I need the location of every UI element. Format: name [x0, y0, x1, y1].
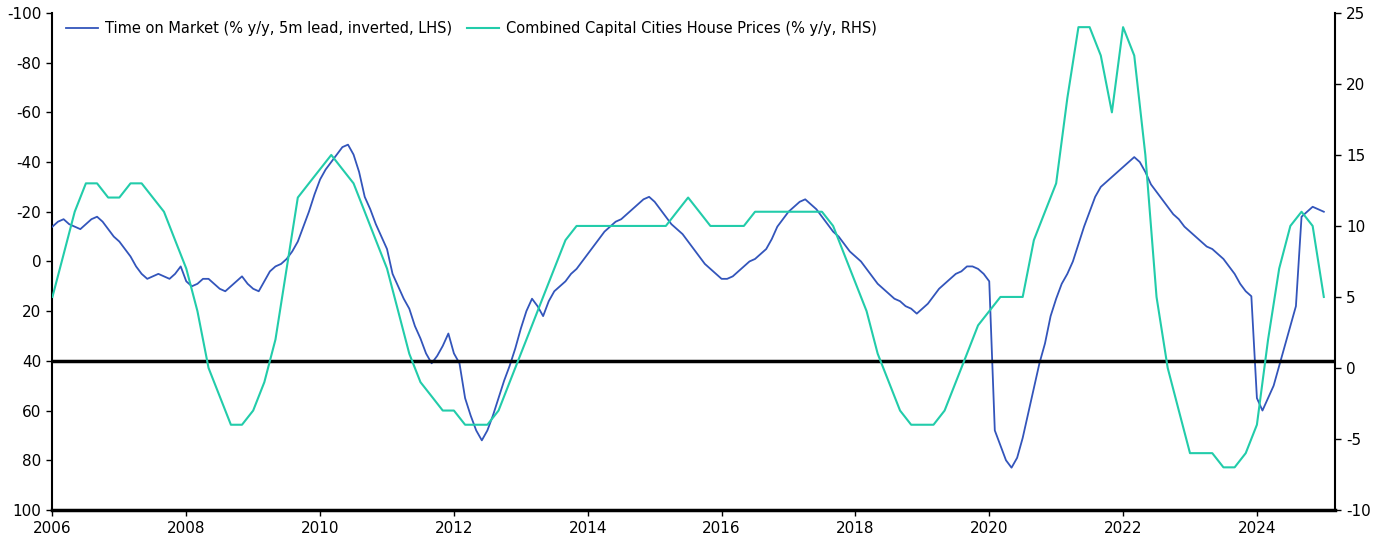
- Time on Market (% y/y, 5m lead, inverted, LHS): [44, 223, 61, 230]
- Time on Market (% y/y, 5m lead, inverted, LHS): [1316, 209, 1333, 215]
- Line: Time on Market (% y/y, 5m lead, inverted, LHS): Time on Market (% y/y, 5m lead, inverted…: [52, 144, 1324, 468]
- Time on Market (% y/y, 5m lead, inverted, LHS): [1003, 464, 1020, 471]
- Combined Capital Cities House Prices (% y/y, RHS): [813, 209, 830, 215]
- Line: Combined Capital Cities House Prices (% y/y, RHS): Combined Capital Cities House Prices (% …: [52, 27, 1324, 468]
- Time on Market (% y/y, 5m lead, inverted, LHS): [340, 141, 357, 148]
- Combined Capital Cities House Prices (% y/y, RHS): [44, 294, 61, 300]
- Time on Market (% y/y, 5m lead, inverted, LHS): [668, 226, 685, 232]
- Combined Capital Cities House Prices (% y/y, RHS): [1215, 464, 1232, 471]
- Combined Capital Cities House Prices (% y/y, RHS): [333, 166, 350, 172]
- Legend: Time on Market (% y/y, 5m lead, inverted, LHS), Combined Capital Cities House Pr: Time on Market (% y/y, 5m lead, inverted…: [59, 15, 883, 42]
- Combined Capital Cities House Prices (% y/y, RHS): [457, 421, 474, 428]
- Combined Capital Cities House Prices (% y/y, RHS): [211, 393, 227, 400]
- Combined Capital Cities House Prices (% y/y, RHS): [1316, 294, 1333, 300]
- Time on Market (% y/y, 5m lead, inverted, LHS): [373, 233, 390, 240]
- Time on Market (% y/y, 5m lead, inverted, LHS): [813, 213, 830, 220]
- Time on Market (% y/y, 5m lead, inverted, LHS): [245, 286, 262, 292]
- Time on Market (% y/y, 5m lead, inverted, LHS): [808, 206, 824, 212]
- Combined Capital Cities House Prices (% y/y, RHS): [1170, 407, 1186, 414]
- Combined Capital Cities House Prices (% y/y, RHS): [1071, 24, 1087, 30]
- Combined Capital Cities House Prices (% y/y, RHS): [524, 322, 540, 329]
- Time on Market (% y/y, 5m lead, inverted, LHS): [1193, 238, 1210, 245]
